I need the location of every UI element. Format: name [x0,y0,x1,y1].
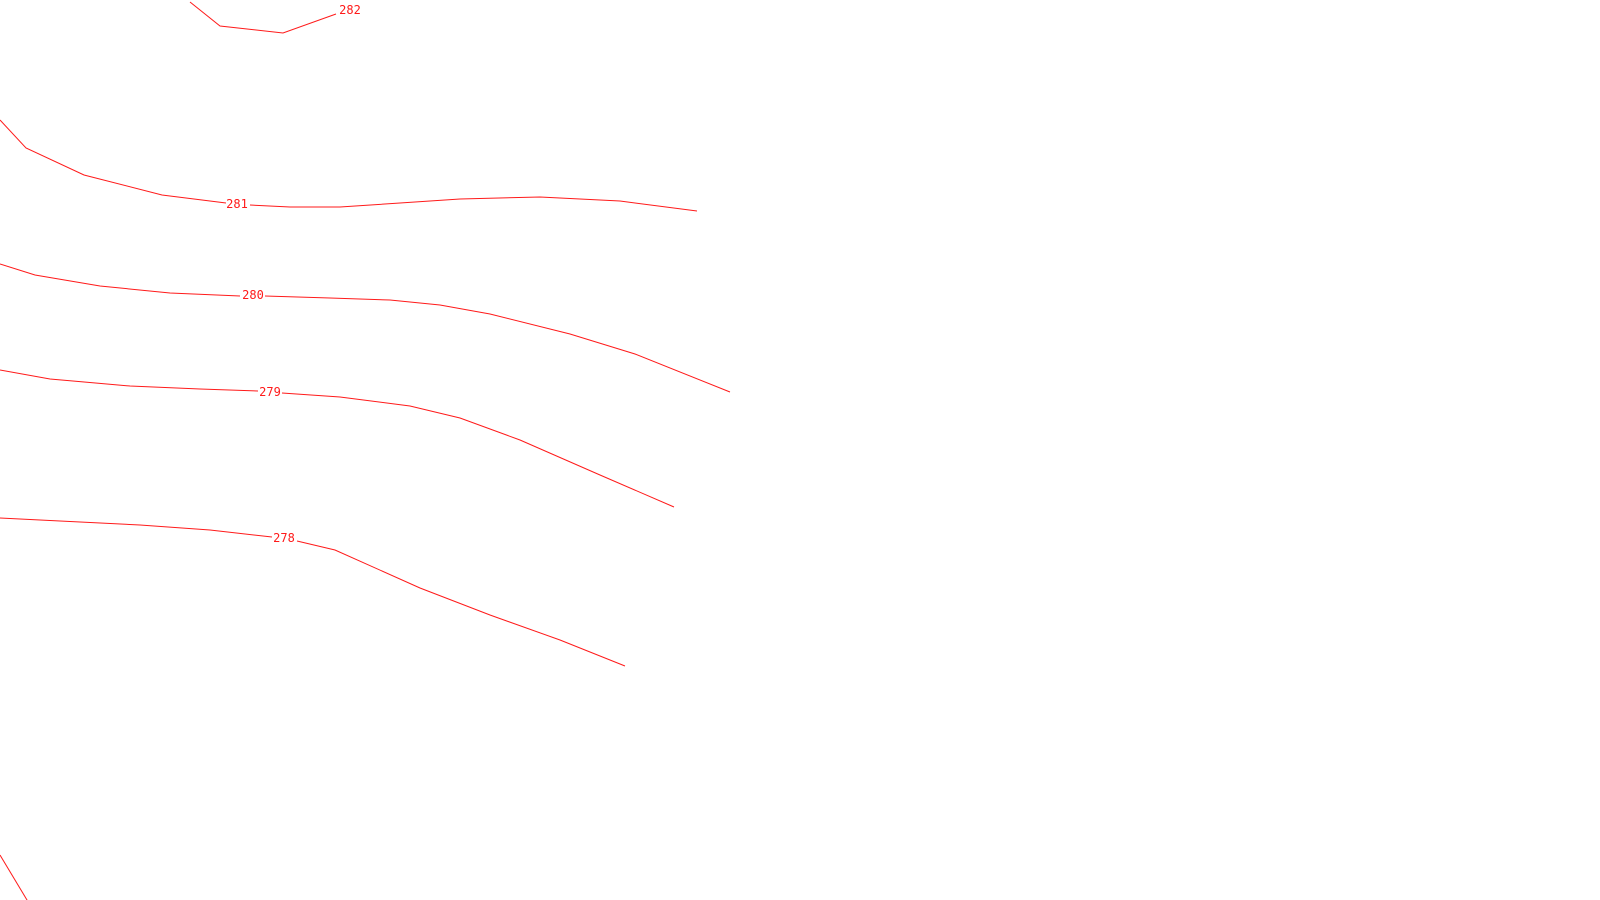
contour-line-278-segment-2 [296,540,626,667]
contour-label-281: 281 [226,197,248,211]
contour-line-279-segment-2 [281,392,675,508]
contour-label-282: 282 [339,3,361,17]
contour-line-fragment-segment-1 [0,854,28,900]
contour-label-280: 280 [242,288,264,302]
contour-line-281-segment-1 [0,119,227,204]
contour-line-281-segment-2 [249,196,698,212]
contour-line-280-segment-2 [264,295,731,393]
contour-line-279-segment-1 [0,369,259,392]
contour-label-279: 279 [259,385,281,399]
contour-labels-group: 282 281 280 279 278 [226,3,361,545]
contour-line-278-segment-1 [0,517,273,538]
contour-line-280-segment-1 [0,263,241,297]
contour-label-278: 278 [273,531,295,545]
contour-line-282-segment-1 [189,1,337,34]
contour-lines-group [0,1,731,900]
